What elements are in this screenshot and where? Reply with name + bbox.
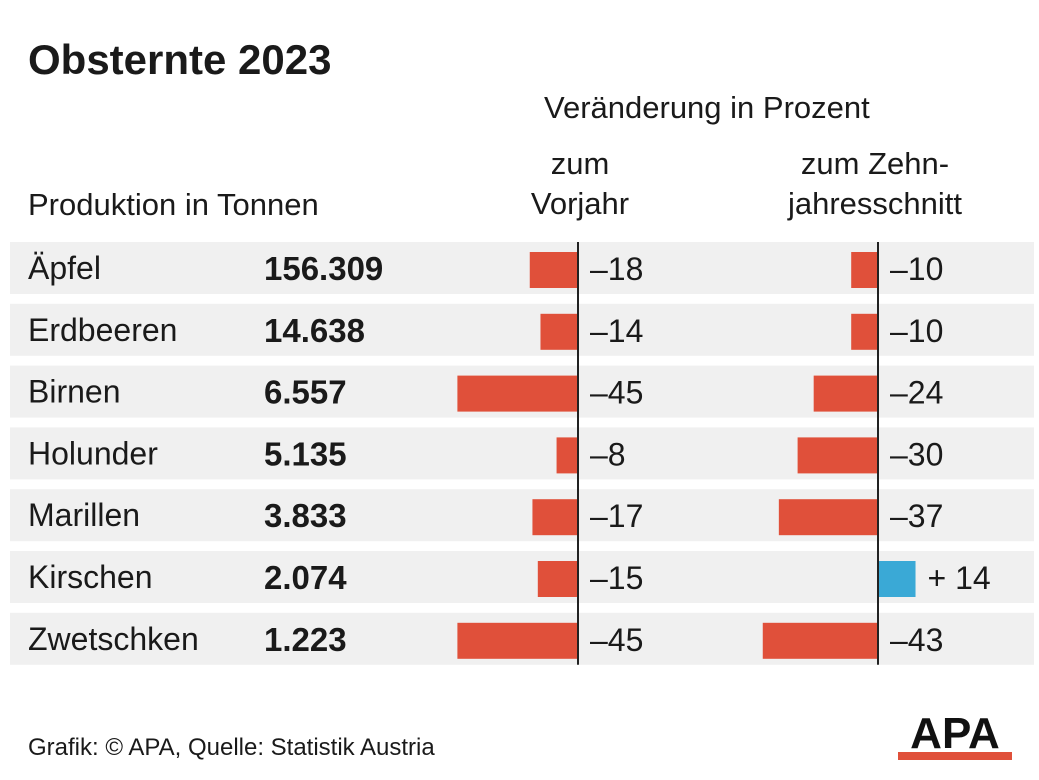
data-label: –10 (890, 251, 943, 287)
bar (851, 252, 878, 288)
production-value: 5.135 (264, 435, 347, 472)
data-label: –17 (590, 498, 643, 534)
apa-logo: APA (898, 712, 1012, 760)
category-label: Kirschen (28, 559, 153, 595)
category-label: Marillen (28, 497, 140, 533)
prev-year-header: zum Vorjahr (480, 144, 680, 224)
data-label: –14 (590, 313, 643, 349)
bar (778, 499, 878, 536)
production-header: Produktion in Tonnen (28, 187, 319, 222)
data-label: –45 (590, 375, 643, 411)
category-label: Holunder (28, 435, 158, 471)
data-label: –15 (590, 560, 643, 596)
row-background (10, 489, 1034, 542)
data-label: –18 (590, 251, 643, 287)
production-value: 2.074 (264, 559, 347, 596)
row-background (10, 427, 1034, 480)
row-background (10, 551, 1034, 603)
bar (556, 437, 578, 474)
data-label: –10 (890, 313, 943, 349)
logo-text: APA (910, 712, 1000, 758)
data-label: –43 (890, 622, 943, 658)
ten-year-header-line1: zum Zehn- (800, 146, 950, 181)
bar (797, 437, 878, 474)
ten-year-header: zum Zehn- jahresschnitt (740, 144, 1010, 224)
bar (457, 622, 578, 659)
source-note: Grafik: © APA, Quelle: Statistik Austria (28, 734, 435, 761)
bar (532, 499, 578, 536)
bar (540, 313, 578, 350)
category-label: Erdbeeren (28, 312, 177, 348)
bar (457, 375, 578, 412)
category-label: Äpfel (28, 250, 101, 286)
data-label: + 14 (928, 560, 991, 596)
ten-year-header-line2: jahresschnitt (787, 186, 963, 221)
change-header: Veränderung in Prozent (544, 90, 870, 125)
production-value: 3.833 (264, 497, 347, 534)
bar (878, 561, 916, 597)
data-label: –30 (890, 436, 943, 472)
data-label: –24 (890, 375, 943, 411)
chart-area: Äpfel 156.309 Erdbeeren 14.638 Birnen 6.557 Ho… (10, 242, 1034, 665)
category-label: Zwetschken (28, 621, 199, 657)
bar (813, 375, 878, 412)
data-label: –8 (590, 436, 626, 472)
row-background (10, 242, 1034, 294)
bar (851, 313, 878, 350)
data-label: –37 (890, 498, 943, 534)
data-label: –45 (590, 622, 643, 658)
bar (537, 561, 578, 597)
category-label: Birnen (28, 374, 121, 410)
bar (529, 252, 578, 288)
production-value: 1.223 (264, 621, 347, 658)
prev-year-header-line1: zum (550, 146, 610, 181)
logo-red-bar (898, 752, 1012, 760)
bar (762, 622, 878, 659)
prev-year-header-line2: Vorjahr (530, 186, 630, 221)
production-value: 14.638 (264, 312, 365, 349)
production-value: 6.557 (264, 374, 347, 411)
production-value: 156.309 (264, 250, 383, 287)
chart-title: Obsternte 2023 (28, 36, 332, 83)
